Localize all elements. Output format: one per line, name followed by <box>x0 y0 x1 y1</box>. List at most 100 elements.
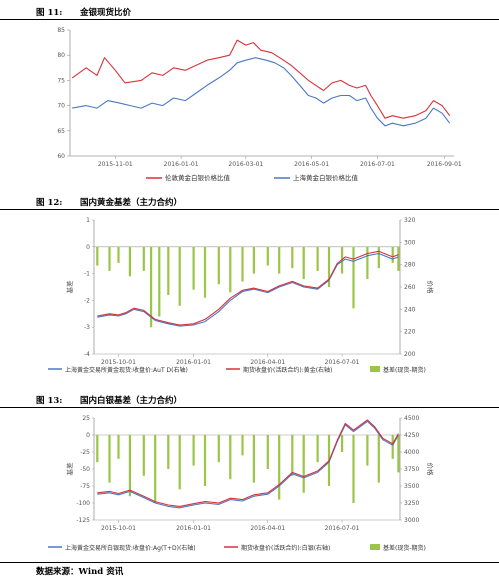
basis-bar <box>252 435 255 483</box>
basis-bar <box>291 246 294 269</box>
basis-bar <box>128 246 131 277</box>
basis-bar <box>192 435 195 466</box>
basis-bar <box>302 246 305 279</box>
left-axis-label: 基差 <box>65 462 74 476</box>
figure-13-rule <box>0 407 499 408</box>
left-tick-label: 25 <box>82 415 90 422</box>
y-tick-label: 70 <box>57 103 65 110</box>
left-tick-label: -100 <box>76 500 90 507</box>
figure-11-title: 金银现货比价 <box>80 8 132 18</box>
source-note: 数据来源：Wind 资讯 <box>36 567 124 577</box>
basis-bar <box>178 435 181 490</box>
basis-bar <box>377 246 380 269</box>
basis-bar <box>352 246 355 309</box>
futures-price-line <box>97 250 399 326</box>
basis-bar <box>96 435 99 463</box>
source-rule <box>0 562 499 563</box>
basis-bar <box>178 246 181 306</box>
figure-11-chart: 60 65 70 75 80 85 2015-11-01 2016-01-01 2016-03-… <box>36 22 464 194</box>
right-tick-label: 200 <box>404 351 416 358</box>
x-tick-label: 2016-03-01 <box>228 161 263 168</box>
y-tick-label: 65 <box>57 128 65 135</box>
left-tick-label: -1 <box>84 271 90 278</box>
basis-bar <box>391 435 394 459</box>
basis-bar <box>154 435 157 503</box>
basis-bar <box>229 435 232 480</box>
figure-12-title: 国内黄金基差（主力合约） <box>80 198 183 208</box>
right-tick-label: 320 <box>404 217 416 224</box>
figure-12-chart: -4 -3 -2 -1 0 1 200 220 240 260 280 300 320 基差 价格 2015-… <box>36 212 464 384</box>
figure-11-rule <box>0 19 499 20</box>
figure-13-chart: -125 -100 -75 -50 -25 0 25 3000 3250 3500 3750 4000… <box>36 410 464 560</box>
basis-bar <box>316 435 319 463</box>
series-line-london <box>71 39 451 119</box>
left-tick-label: 1 <box>86 217 90 224</box>
legend-label-0: 上海黄金交易所白银现货:收盘价:Ag(T+D)(右轴) <box>65 544 196 552</box>
basis-bar <box>278 435 281 500</box>
x-tick-label: 2016-01-01 <box>176 359 211 366</box>
basis-bar <box>377 435 380 483</box>
futures-price-line <box>97 419 399 507</box>
figure-12-svg: -4 -3 -2 -1 0 1 200 220 240 260 280 300 320 基差 价格 2015-… <box>48 217 435 374</box>
x-tick-label: 2016-07-01 <box>325 525 360 532</box>
figure-13-header: 图 13: 国内白银基差（主力合约） <box>0 392 499 408</box>
left-tick-label: -25 <box>80 449 90 456</box>
right-tick-label: 4500 <box>404 415 419 422</box>
legend-label-2: 基差(现货-期货) <box>383 544 426 552</box>
right-tick-label: 4000 <box>404 449 419 456</box>
y-tick-label: 85 <box>57 27 65 34</box>
series-line-shanghai <box>72 57 451 127</box>
left-tick-label: -125 <box>76 517 90 524</box>
y-tick-label: 75 <box>57 77 65 84</box>
basis-bar <box>327 246 331 287</box>
x-tick-label: 2016-04-01 <box>250 525 285 532</box>
right-tick-label: 260 <box>404 284 416 291</box>
left-tick-label: -50 <box>80 466 90 473</box>
basis-bar <box>266 246 269 266</box>
legend-swatch-2 <box>370 544 380 550</box>
basis-bar <box>117 435 120 459</box>
basis-bar <box>150 246 153 328</box>
basis-bar <box>397 435 400 473</box>
right-tick-label: 3750 <box>404 466 419 473</box>
legend-swatch-2 <box>370 366 380 372</box>
legend-label-2: 基差(现货-期货) <box>383 366 426 374</box>
x-tick-label: 2016-07-01 <box>325 359 360 366</box>
basis-bar <box>316 246 319 271</box>
x-tick-label: 2015-10-01 <box>101 525 136 532</box>
basis-bar <box>167 435 170 469</box>
figure-12-rule <box>0 209 499 210</box>
basis-bar <box>108 435 111 483</box>
spot-price-line <box>97 420 399 509</box>
y-tick-label: 80 <box>57 52 65 59</box>
basis-bar <box>108 246 111 271</box>
figure-12-header: 图 12: 国内黄金基差（主力合约） <box>0 194 499 210</box>
basis-bar <box>229 246 232 293</box>
basis-bar <box>128 435 131 497</box>
basis-bar <box>142 246 145 271</box>
y-tick-label: 60 <box>57 153 65 160</box>
right-tick-label: 3500 <box>404 483 419 490</box>
left-axis-label: 基差 <box>65 280 74 294</box>
basis-bar <box>241 435 244 456</box>
legend-label-0: 上海黄金交易所黄金现货:收盘价:AuT D(右轴) <box>65 366 188 374</box>
right-tick-label: 4250 <box>404 432 419 439</box>
x-tick-label: 2016-07-01 <box>360 161 395 168</box>
figure-12-number: 图 12: <box>36 198 63 208</box>
x-tick-label: 2015-10-01 <box>101 359 136 366</box>
basis-bar <box>241 246 244 282</box>
basis-bar <box>366 435 369 466</box>
x-tick-label: 2016-01-01 <box>164 161 199 168</box>
right-tick-label: 280 <box>404 262 416 269</box>
figure-11-number: 图 11: <box>36 8 63 18</box>
legend-label-1: 上海黄金白银价格比值 <box>293 173 359 182</box>
basis-bar <box>366 246 369 279</box>
basis-bar <box>192 246 195 290</box>
legend-label-0: 伦敦黄金白银价格比值 <box>165 173 231 182</box>
basis-bar <box>352 435 355 503</box>
x-tick-label: 2016-05-01 <box>294 161 329 168</box>
basis-bar <box>142 435 145 476</box>
basis-bar <box>341 435 344 452</box>
basis-bar <box>252 246 255 274</box>
x-tick-label: 2016-04-01 <box>250 359 285 366</box>
